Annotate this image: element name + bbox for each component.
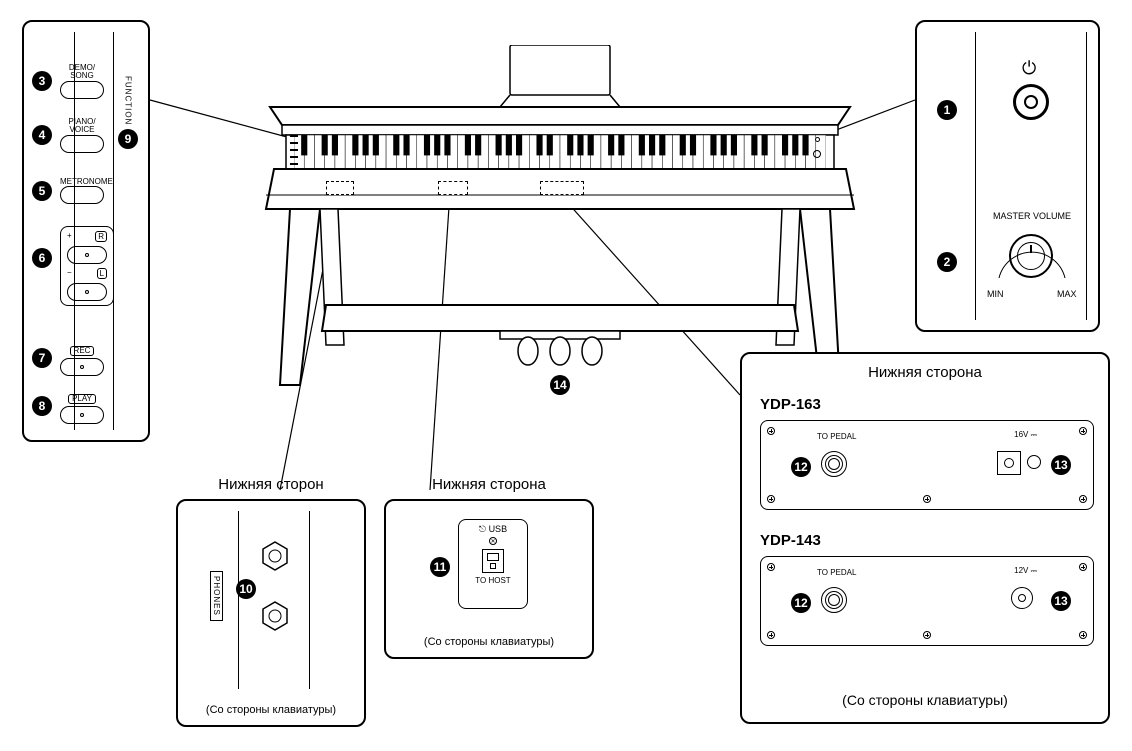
- usb-caption: (Со стороны клавиатуры): [386, 637, 592, 649]
- phones-side-label: PHONES: [212, 571, 221, 621]
- rear-title: Нижняя сторона: [742, 364, 1108, 381]
- to-pedal-163: TO PEDAL: [817, 433, 856, 441]
- metronome-button[interactable]: [60, 186, 104, 204]
- to-pedal-jack-143[interactable]: [821, 587, 847, 613]
- model-163-name: YDP-163: [760, 396, 821, 413]
- function-label: FUNCTION: [124, 76, 133, 125]
- dc-163-icon: ⎓: [1031, 430, 1037, 439]
- usb-port-frame: ⎋ USB ✕ TO HOST: [458, 519, 528, 609]
- callout-13-163: 13: [1051, 455, 1071, 475]
- phones-title: Нижняя сторон: [176, 476, 366, 493]
- play-row: 8 PLAY: [24, 388, 148, 424]
- phones-jack-2[interactable]: [260, 601, 290, 631]
- usb-title: Нижняя сторона: [384, 476, 594, 493]
- rear-panel-group: Нижняя сторона YDP-163 TO PEDAL 12 16V ⎓…: [740, 352, 1110, 724]
- to-pedal-143: TO PEDAL: [817, 569, 856, 577]
- callout-13-143: 13: [1051, 591, 1071, 611]
- callout-8: 8: [32, 396, 52, 416]
- callout-12-143: 12: [791, 593, 811, 613]
- rear-caption: (Со стороны клавиатуры): [742, 693, 1108, 708]
- rec-button[interactable]: [60, 358, 104, 376]
- left-control-strip: [290, 133, 298, 167]
- plus-label: +: [67, 231, 72, 242]
- piano-diagram: 14: [250, 45, 870, 405]
- rl-row: 6 + R − L: [24, 226, 148, 306]
- right-control-panel: 1 ⏻ 2 MASTER VOLUME MIN MAX: [915, 20, 1100, 332]
- callout-5: 5: [32, 181, 52, 201]
- master-volume-label: MASTER VOLUME: [987, 212, 1077, 221]
- metronome-row: 5 METRONOME: [24, 178, 148, 204]
- r-label: R: [95, 231, 107, 242]
- power-button[interactable]: [1013, 84, 1049, 120]
- volume-min: MIN: [987, 290, 1004, 299]
- callout-6: 6: [32, 248, 52, 268]
- model-143-name: YDP-143: [760, 532, 821, 549]
- l-label: L: [97, 268, 107, 279]
- play-label: PLAY: [68, 394, 96, 404]
- dc-jack-163[interactable]: [997, 451, 1021, 475]
- minus-l-button[interactable]: [67, 283, 107, 301]
- callout-1: 1: [937, 100, 957, 120]
- right-control-strip: [812, 135, 822, 165]
- volume-arc: [989, 228, 1075, 288]
- to-host-label: TO HOST: [459, 577, 527, 585]
- to-pedal-jack-163[interactable]: [821, 451, 847, 477]
- model-143-panel: TO PEDAL 12 12V ⎓ 13: [760, 556, 1094, 646]
- callout-2: 2: [937, 252, 957, 272]
- dc-143-icon: ⎓: [1031, 566, 1037, 575]
- dc-143-v: 12V: [1014, 566, 1028, 575]
- callout-12-163: 12: [791, 457, 811, 477]
- piano-voice-button[interactable]: [60, 135, 104, 153]
- callout-14: 14: [550, 375, 570, 395]
- phones-caption: (Со стороны клавиатуры): [178, 705, 364, 717]
- usb-panel-group: Нижняя сторона ⎋ USB ✕ TO HOST 11 (Со ст…: [384, 476, 594, 659]
- piano-voice-label-bot: VOICE: [60, 126, 104, 134]
- usb-icon: ⎋: [479, 524, 486, 534]
- underside-area-left: [326, 181, 354, 195]
- usb-label: USB: [489, 524, 508, 534]
- dc-jack-143[interactable]: [1011, 587, 1033, 609]
- volume-max: MAX: [1057, 290, 1077, 299]
- dc-163-v: 16V: [1014, 430, 1028, 439]
- play-button[interactable]: [60, 406, 104, 424]
- rec-row: 7 REC: [24, 340, 148, 376]
- demo-song-label-bot: SONG: [60, 72, 104, 80]
- model-163-panel: TO PEDAL 12 16V ⎓ 13: [760, 420, 1094, 510]
- plus-r-button[interactable]: [67, 246, 107, 264]
- underside-area-right: [540, 181, 584, 195]
- minus-label: −: [67, 268, 72, 279]
- callout-7: 7: [32, 348, 52, 368]
- usb-port[interactable]: [482, 549, 504, 573]
- underside-area-mid: [438, 181, 468, 195]
- power-icon: ⏻: [1022, 58, 1036, 79]
- phones-panel-group: Нижняя сторон PHONES 10 (Со стороны клав…: [176, 476, 366, 727]
- callout-9: 9: [118, 129, 138, 149]
- callout-11: 11: [430, 557, 450, 577]
- demo-song-button[interactable]: [60, 81, 104, 99]
- callout-4: 4: [32, 125, 52, 145]
- rec-label: REC: [70, 346, 95, 356]
- phones-jack-1[interactable]: [260, 541, 290, 571]
- metronome-label: METRONOME: [60, 178, 113, 186]
- left-control-panel: 3 DEMO/ SONG 4 PIANO/ VOICE FUNCTION 9 5…: [22, 20, 150, 442]
- callout-10: 10: [236, 579, 256, 599]
- callout-3: 3: [32, 71, 52, 91]
